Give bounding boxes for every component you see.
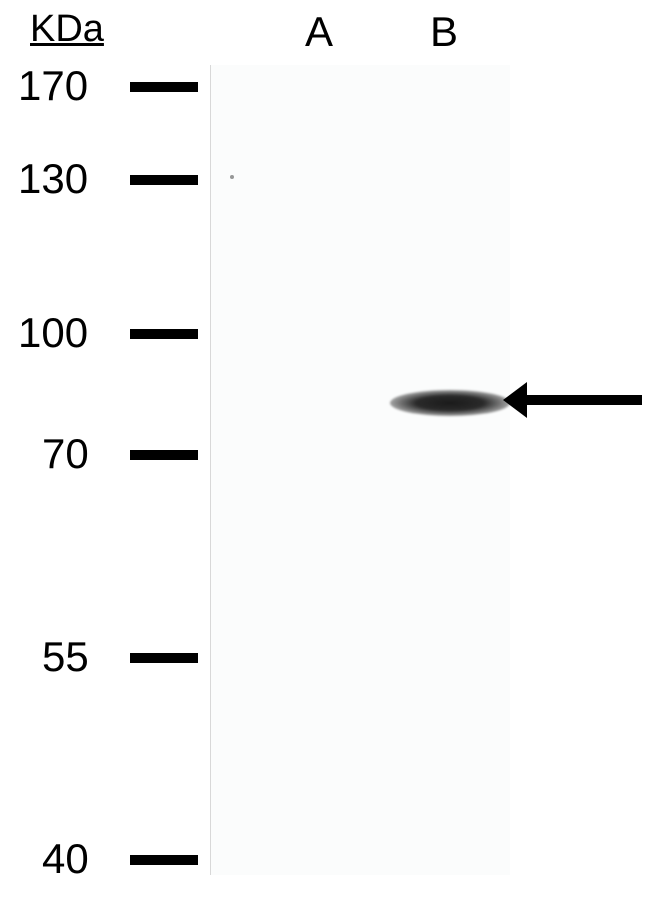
arrow-line [527, 395, 642, 405]
lane-header-b: B [430, 8, 458, 56]
tick-100 [130, 329, 198, 339]
blot-membrane [210, 65, 510, 875]
mw-label-40: 40 [42, 835, 89, 883]
artifact-spot [230, 175, 234, 179]
tick-130 [130, 175, 198, 185]
tick-170 [130, 82, 198, 92]
arrow-head-icon [503, 382, 527, 418]
mw-label-70: 70 [42, 430, 89, 478]
mw-label-100: 100 [18, 309, 88, 357]
unit-label: KDa [30, 8, 104, 51]
western-blot-figure: KDa A B 170 130 100 70 55 40 [0, 0, 650, 902]
tick-40 [130, 855, 198, 865]
mw-label-130: 130 [18, 155, 88, 203]
lane-header-a: A [305, 8, 333, 56]
mw-label-55: 55 [42, 633, 89, 681]
tick-55 [130, 653, 198, 663]
protein-band-lane-b [390, 390, 510, 416]
mw-label-170: 170 [18, 62, 88, 110]
tick-70 [130, 450, 198, 460]
